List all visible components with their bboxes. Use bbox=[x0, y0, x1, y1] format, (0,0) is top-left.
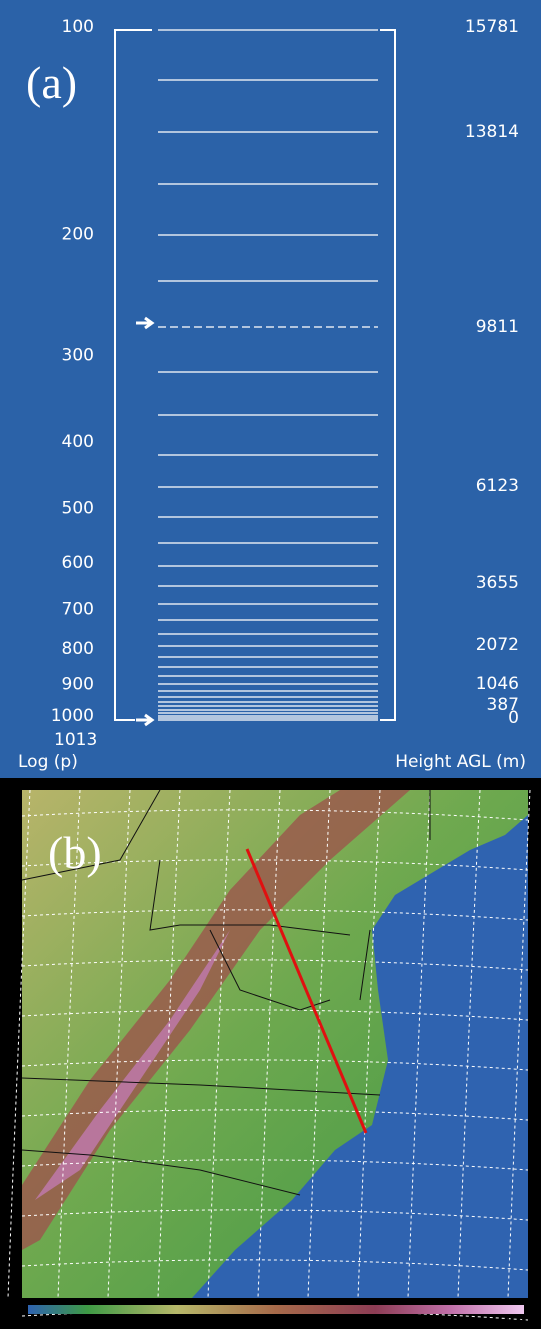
colorbar bbox=[28, 1305, 524, 1314]
pressure-tick-label: 100 bbox=[62, 17, 94, 37]
panel-label: (a) bbox=[26, 57, 77, 108]
colorbar-tick-label: 150 bbox=[73, 1317, 88, 1326]
pressure-tick-label: 700 bbox=[62, 599, 94, 619]
colorbar-tick-label: 600 bbox=[218, 1317, 233, 1326]
colorbar-tick-label: 300 bbox=[121, 1317, 136, 1326]
axis-title: Log (p) bbox=[18, 752, 78, 772]
pressure-tick-label: 300 bbox=[62, 346, 94, 366]
height-label: 2072 bbox=[476, 635, 519, 655]
pressure-tick-label: 400 bbox=[62, 432, 94, 452]
pressure-tick-label: 1000 bbox=[51, 706, 94, 726]
colorbar-tick-label: 900 bbox=[315, 1317, 330, 1326]
colorbar-tick-label: 1350 bbox=[457, 1317, 477, 1326]
height-label: 3655 bbox=[476, 573, 519, 593]
height-label: 15781 bbox=[465, 17, 519, 37]
panel-a-background bbox=[0, 0, 541, 778]
colorbar-tick-label: 1200 bbox=[409, 1317, 429, 1326]
colorbar-tick-label: 0 bbox=[29, 1317, 34, 1326]
pressure-tick-label: 200 bbox=[62, 224, 94, 244]
axis-title: Height AGL (m) bbox=[395, 752, 526, 772]
height-label: 0 bbox=[508, 708, 519, 728]
colorbar-tick-label: 450 bbox=[170, 1317, 185, 1326]
pressure-tick-label: 500 bbox=[62, 499, 94, 519]
height-label: 1046 bbox=[476, 674, 519, 694]
height-label: 9811 bbox=[476, 317, 519, 337]
height-label: 6123 bbox=[476, 476, 519, 496]
height-label: 13814 bbox=[465, 122, 519, 142]
colorbar-tick-label: 1500 bbox=[506, 1317, 526, 1326]
surface-pressure: 1013 bbox=[54, 730, 97, 750]
panel-label: (b) bbox=[48, 827, 102, 878]
pressure-tick-label: 900 bbox=[62, 674, 94, 694]
colorbar-tick-label: 750 bbox=[266, 1317, 281, 1326]
colorbar-tick-label: 1050 bbox=[361, 1317, 381, 1326]
pressure-tick-label: 800 bbox=[62, 639, 94, 659]
figure: (a) 1013 Log (p) Height AGL (m) (b) 0 150… bbox=[0, 0, 541, 1329]
pressure-tick-label: 600 bbox=[62, 553, 94, 573]
